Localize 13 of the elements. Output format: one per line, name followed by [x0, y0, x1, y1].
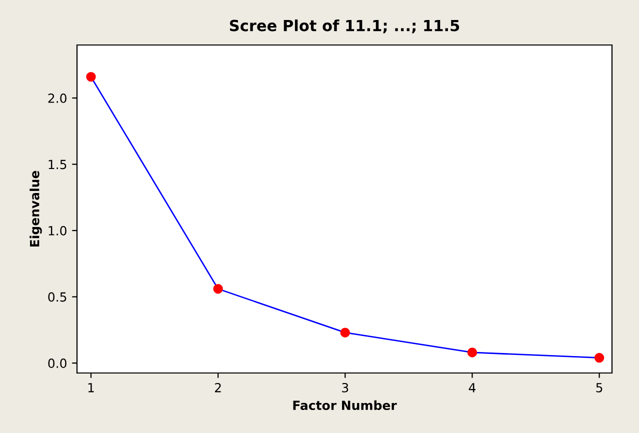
x-tick-label: 1 [88, 383, 94, 392]
y-tick-label: 0.5 [48, 292, 66, 302]
y-tick-label: 0.0 [48, 358, 66, 368]
x-tick-label: 2 [214, 382, 221, 392]
y-tick-label: 1.5 [48, 160, 66, 170]
chart-title: Scree Plot of 11.1; ...; 11.5 [230, 20, 460, 34]
x-axis-title: Factor Number [293, 400, 397, 410]
x-tick-label: 5 [596, 383, 602, 392]
y-tick-label: 2.0 [48, 93, 66, 103]
x-tick-label: 4 [468, 383, 476, 392]
x-tick-label: 3 [342, 382, 348, 392]
y-axis-title: Eigenvalue [30, 170, 42, 247]
y-tick-label: 1.0 [48, 226, 66, 236]
